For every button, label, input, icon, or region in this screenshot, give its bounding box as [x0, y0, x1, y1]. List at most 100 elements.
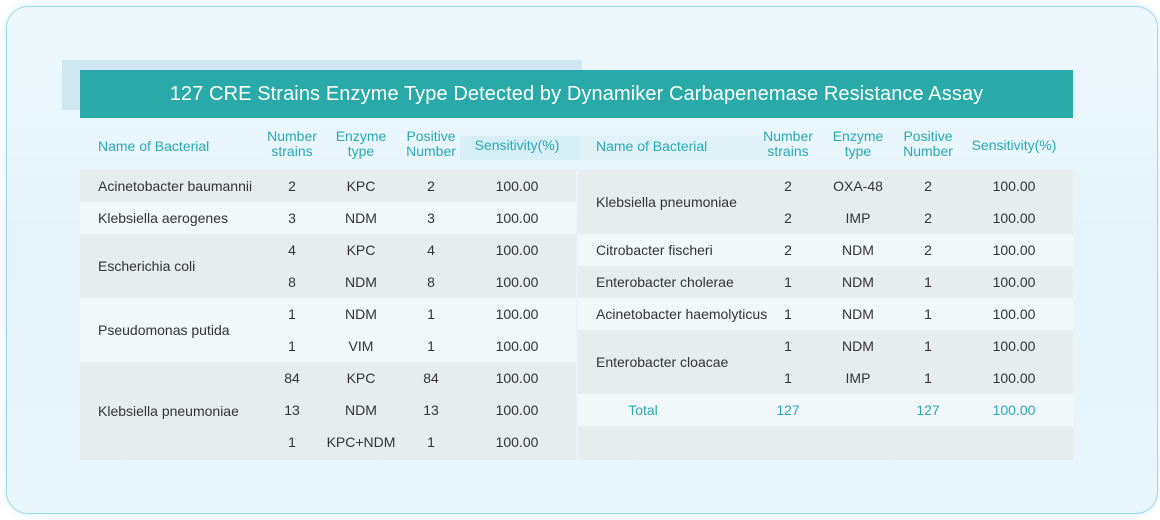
bacteria-name: Acinetobacter baumannii — [98, 178, 253, 194]
header-text: type — [844, 143, 872, 159]
cell-enzyme: IMP — [845, 370, 871, 386]
cell-enzyme: NDM — [345, 274, 377, 290]
cell-enzyme: KPC — [346, 178, 376, 194]
cell-sensitivity: 100.00 — [495, 178, 539, 194]
bacteria-name: Klebsiella pneumoniae — [596, 194, 737, 210]
cell-number: 2 — [288, 178, 296, 194]
cell-number: 2 — [784, 242, 792, 258]
cell-sensitivity: 100.00 — [992, 274, 1036, 290]
cell-enzyme: NDM — [345, 210, 377, 226]
cell-positive: 2 — [924, 210, 932, 226]
table-row — [578, 394, 1073, 426]
header-positive-number: Positive Number — [897, 128, 959, 160]
header-sensitivity: Sensitivity(%) — [971, 136, 1057, 153]
cell-number: 1 — [784, 370, 792, 386]
header-number-strains: Number strains — [758, 128, 818, 160]
header-enzyme-type: Enzyme type — [827, 128, 889, 160]
cell-number: 1 — [784, 306, 792, 322]
cell-sensitivity: 100.00 — [495, 338, 539, 354]
table-row — [578, 330, 1073, 394]
cell-positive: 13 — [423, 402, 439, 418]
header-text: Number — [763, 128, 813, 144]
header-text: type — [347, 143, 375, 159]
cell-number: 1 — [288, 338, 296, 354]
table-row — [578, 426, 1073, 460]
header-sensitivity: Sensitivity(%) — [474, 136, 560, 153]
cell-number: 4 — [288, 242, 296, 258]
cell-positive: 2 — [924, 178, 932, 194]
cell-number: 84 — [284, 370, 300, 386]
cell-enzyme: KPC+NDM — [326, 434, 396, 450]
cell-positive: 2 — [924, 242, 932, 258]
header-text: Positive — [406, 128, 456, 144]
table-row — [80, 298, 576, 362]
header-text: Enzyme — [832, 128, 884, 144]
cell-positive: 1 — [427, 338, 435, 354]
cell-enzyme: NDM — [345, 402, 377, 418]
bacteria-name: Klebsiella pneumoniae — [98, 403, 239, 419]
cell-sensitivity: 100.00 — [992, 210, 1036, 226]
header-number-strains: Number strains — [262, 128, 322, 160]
bacteria-name: Citrobacter fischeri — [596, 242, 713, 258]
cell-sensitivity: 100.00 — [992, 370, 1036, 386]
cell-number: 1 — [288, 434, 296, 450]
cell-positive: 1 — [924, 306, 932, 322]
cell-sensitivity: 100.00 — [495, 306, 539, 322]
cell-sensitivity: 100.00 — [495, 402, 539, 418]
cell-sensitivity: 100.00 — [495, 434, 539, 450]
header-text: strains — [271, 143, 313, 159]
cell-sensitivity: 100.00 — [992, 178, 1036, 194]
cell-positive: 1 — [924, 274, 932, 290]
bacteria-name: Pseudomonas putida — [98, 322, 230, 338]
cell-number: 1 — [288, 306, 296, 322]
table-row — [80, 362, 576, 460]
cell-enzyme: OXA-48 — [833, 178, 883, 194]
cell-sensitivity: 100.00 — [992, 306, 1036, 322]
table-row — [80, 202, 576, 234]
total-positive: 127 — [916, 402, 940, 418]
table-row — [80, 234, 576, 298]
header-name: Name of Bacterial — [98, 137, 210, 154]
table-row — [578, 170, 1073, 234]
table-row — [578, 234, 1073, 266]
cell-number: 1 — [784, 274, 792, 290]
cell-number: 1 — [784, 338, 792, 354]
bacteria-name: Enterobacter cloacae — [596, 354, 729, 370]
header-name: Name of Bacterial — [596, 137, 708, 154]
cell-positive: 1 — [427, 306, 435, 322]
table-title-bar: 127 CRE Strains Enzyme Type Detected by … — [80, 70, 1073, 118]
cell-positive: 1 — [924, 338, 932, 354]
cell-sensitivity: 100.00 — [495, 210, 539, 226]
cell-enzyme: NDM — [842, 274, 874, 290]
bacteria-name: Enterobacter cholerae — [596, 274, 734, 290]
cell-positive: 8 — [427, 274, 435, 290]
total-label: Total — [628, 402, 658, 418]
cell-number: 2 — [784, 210, 792, 226]
cell-positive: 84 — [423, 370, 439, 386]
cell-sensitivity: 100.00 — [992, 242, 1036, 258]
cell-enzyme: NDM — [842, 306, 874, 322]
bacteria-name: Escherichia coli — [98, 258, 196, 274]
total-number: 127 — [776, 402, 800, 418]
cell-enzyme: NDM — [842, 338, 874, 354]
cell-sensitivity: 100.00 — [495, 242, 539, 258]
table-title: 127 CRE Strains Enzyme Type Detected by … — [169, 82, 984, 105]
cell-sensitivity: 100.00 — [495, 274, 539, 290]
cell-positive: 1 — [924, 370, 932, 386]
cell-number: 13 — [284, 402, 300, 418]
header-enzyme-type: Enzyme type — [330, 128, 392, 160]
table-row — [578, 266, 1073, 298]
cell-number: 2 — [784, 178, 792, 194]
header-text: Number — [406, 143, 456, 159]
cell-positive: 4 — [427, 242, 435, 258]
cell-enzyme: KPC — [346, 370, 376, 386]
cell-sensitivity: 100.00 — [495, 370, 539, 386]
header-text: Number — [267, 128, 317, 144]
header-text: Enzyme — [335, 128, 387, 144]
header-band — [580, 136, 770, 160]
total-sensitivity: 100.00 — [992, 402, 1036, 418]
header-text: Number — [903, 143, 953, 159]
table-row — [80, 170, 576, 202]
cell-enzyme: NDM — [345, 306, 377, 322]
cell-number: 3 — [288, 210, 296, 226]
